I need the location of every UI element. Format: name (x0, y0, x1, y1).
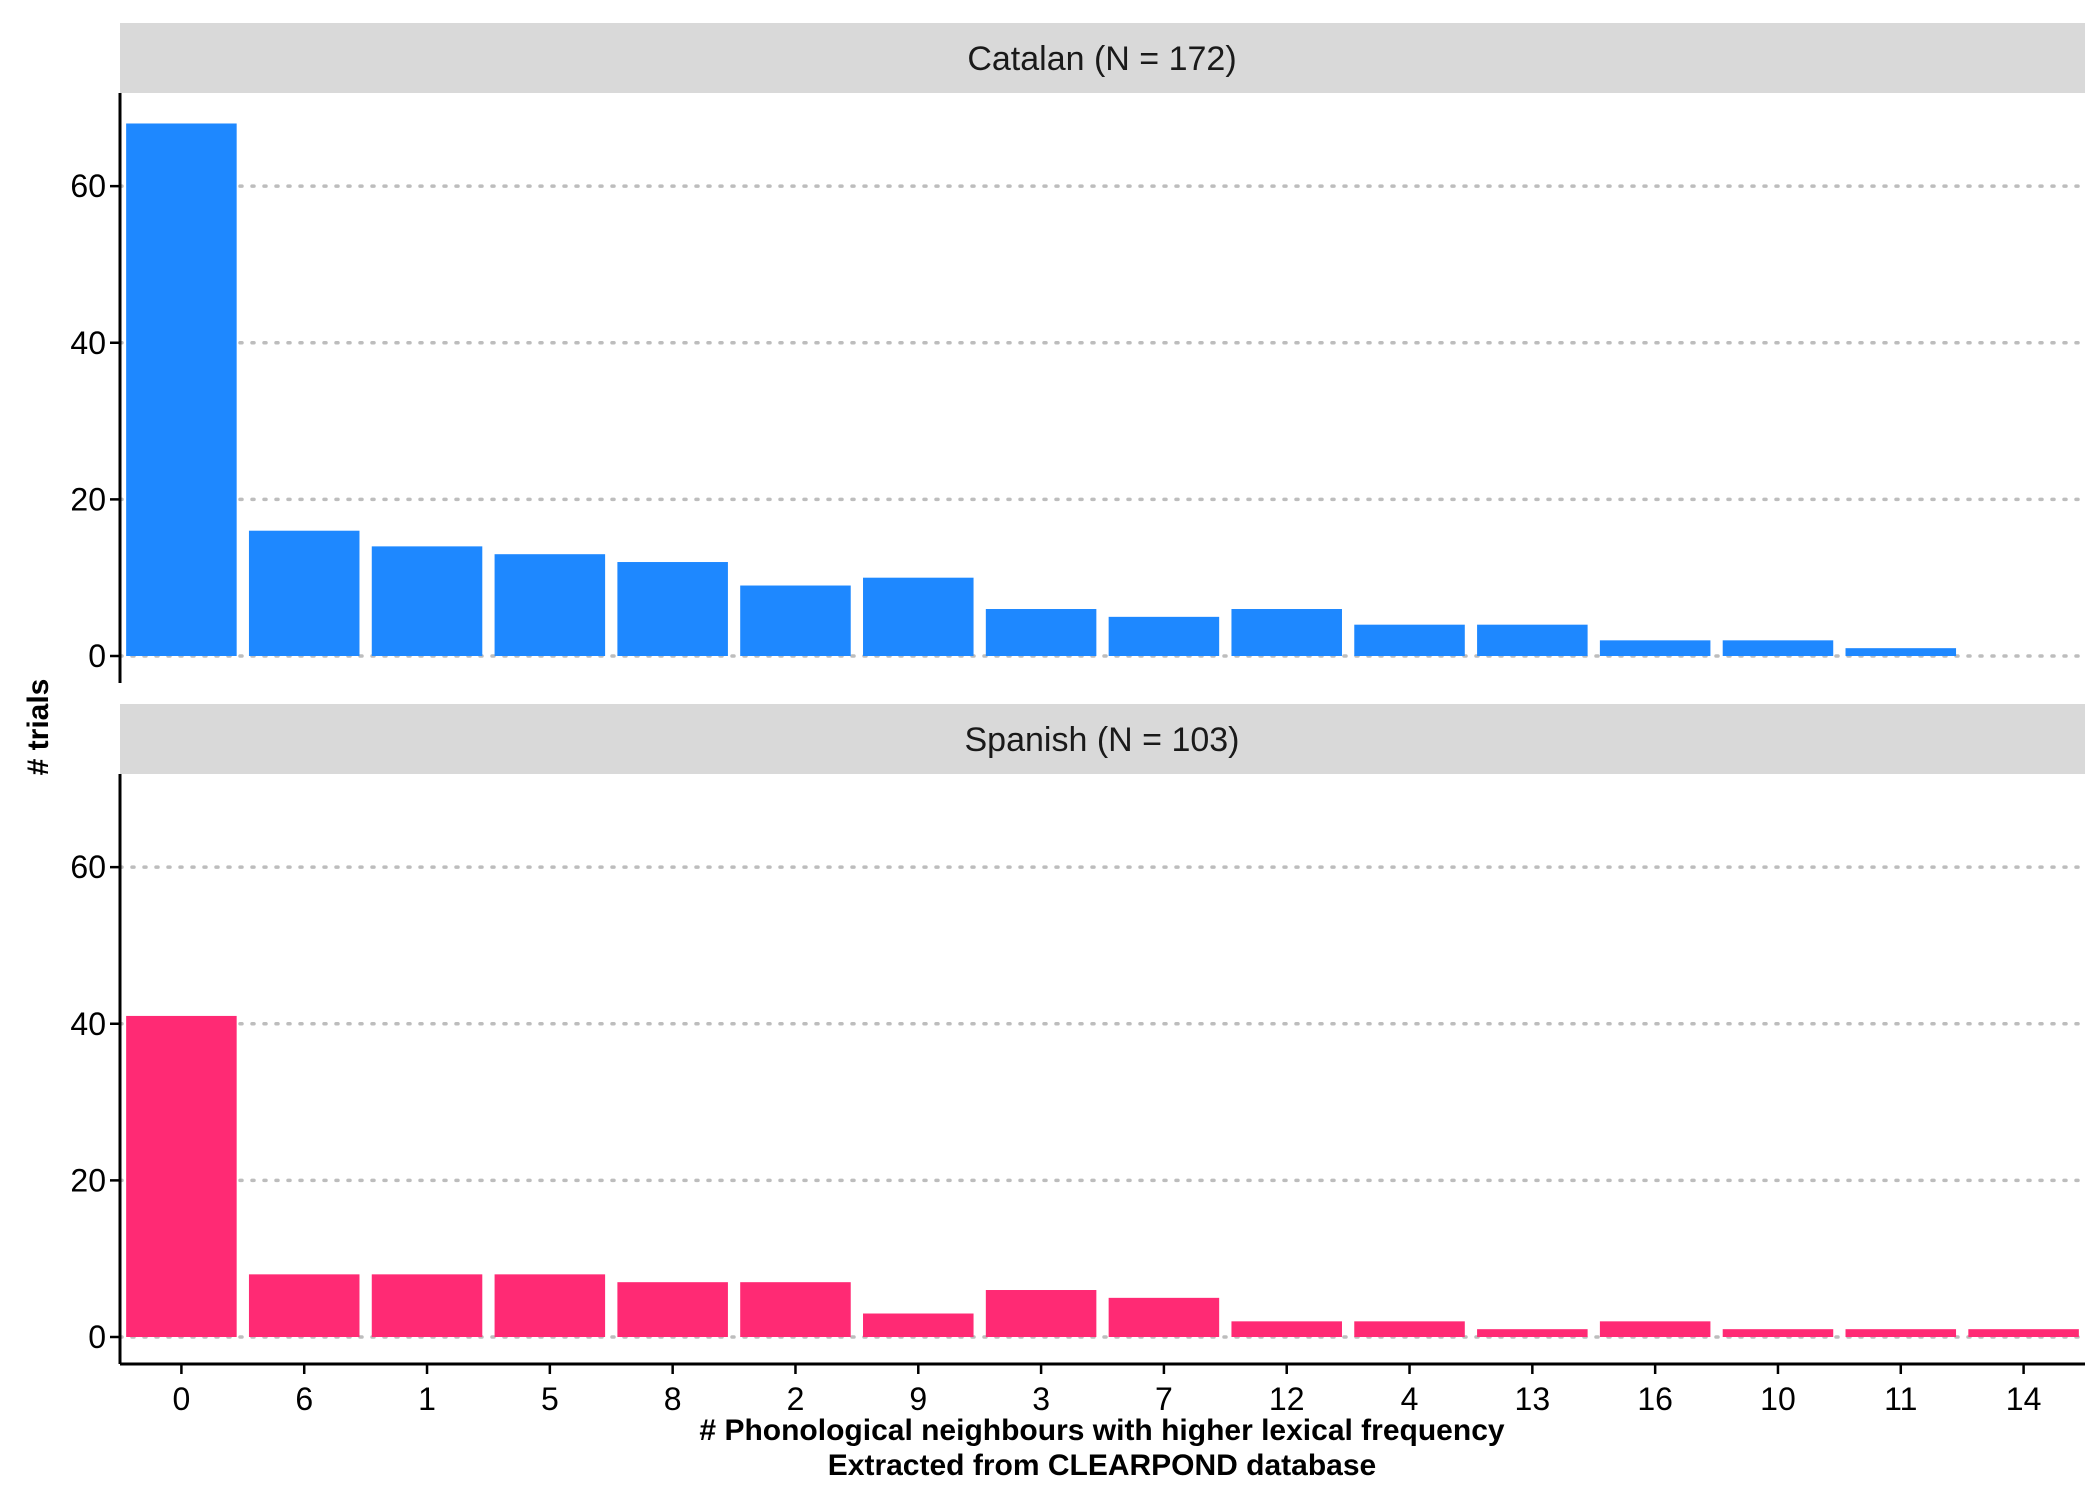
bar (1108, 1297, 1220, 1337)
x-tick-label: 16 (1637, 1381, 1673, 1417)
strip-title-spanish: Spanish (N = 103) (965, 721, 1240, 759)
bar (617, 1282, 728, 1337)
x-tick-label: 0 (173, 1381, 191, 1417)
y-axis-title: # trials (22, 679, 55, 776)
x-axis-subtitle: Extracted from CLEARPOND database (828, 1449, 1376, 1482)
bar (985, 609, 1097, 656)
x-tick-label: 13 (1515, 1381, 1551, 1417)
x-tick-label: 2 (787, 1381, 805, 1417)
bar (1722, 640, 1834, 656)
x-tick-label: 10 (1760, 1381, 1796, 1417)
y-tick-label: 40 (70, 1006, 106, 1042)
x-tick-label: 9 (909, 1381, 927, 1417)
x-tick-label: 1 (418, 1381, 436, 1417)
bar (494, 554, 606, 656)
bar (1108, 616, 1220, 656)
y-tick-label: 60 (70, 849, 106, 885)
bar (1845, 648, 1957, 656)
y-tick-label: 0 (88, 1319, 106, 1355)
bar (1354, 624, 1465, 656)
bar (740, 585, 851, 656)
bars-catalan (126, 123, 1957, 656)
bar (1722, 1329, 1834, 1337)
x-tick-label: 12 (1269, 1381, 1305, 1417)
bar (1354, 1321, 1465, 1337)
x-tick-label: 5 (541, 1381, 559, 1417)
bar (1845, 1329, 1957, 1337)
strip-title-catalan: Catalan (N = 172) (967, 40, 1236, 78)
y-axis-catalan: 0 20 40 60 (70, 93, 122, 683)
bar (863, 1313, 974, 1337)
panel-spanish: Spanish (N = 103) 0 20 40 60 (70, 704, 2087, 1364)
strip-background-spanish (120, 704, 2085, 774)
x-tick-label: 14 (2006, 1381, 2042, 1417)
bar (740, 1282, 851, 1337)
x-tick-label: 8 (664, 1381, 682, 1417)
bar (371, 546, 483, 656)
x-tick-label: 4 (1401, 1381, 1419, 1417)
bars-spanish (126, 1015, 2079, 1337)
x-tick-label: 3 (1032, 1381, 1050, 1417)
bar (1231, 1321, 1342, 1337)
bar (371, 1274, 483, 1337)
y-tick-label: 40 (70, 325, 106, 361)
bar (1599, 1321, 1711, 1337)
bar (248, 1274, 360, 1337)
y-axis-spanish: 0 20 40 60 (70, 774, 122, 1364)
bar (1599, 640, 1711, 656)
bar (1968, 1329, 2079, 1337)
y-tick-label: 20 (70, 481, 106, 517)
bar (617, 562, 728, 656)
x-axis-title: # Phonological neighbours with higher le… (699, 1414, 1504, 1447)
bar (1231, 609, 1342, 656)
bar (985, 1290, 1097, 1337)
bar (126, 1015, 237, 1337)
panel-catalan: Catalan (N = 172) 0 20 40 60 (70, 23, 2087, 683)
y-tick-label: 60 (70, 168, 106, 204)
bar (248, 530, 360, 656)
x-tick-label: 7 (1155, 1381, 1173, 1417)
bar (1477, 624, 1588, 656)
x-axis: 0 6 1 5 8 2 9 3 7 12 4 13 16 10 11 14 (120, 1362, 2085, 1417)
y-tick-label: 20 (70, 1162, 106, 1198)
x-tick-label: 11 (1884, 1381, 1917, 1417)
bar (126, 123, 237, 656)
bar (1477, 1329, 1588, 1337)
gridlines-spanish (118, 865, 2087, 1339)
x-tick-label: 6 (295, 1381, 313, 1417)
bar (863, 577, 974, 656)
bar (494, 1274, 606, 1337)
strip-background-catalan (120, 23, 2085, 93)
y-tick-label: 0 (88, 638, 106, 674)
